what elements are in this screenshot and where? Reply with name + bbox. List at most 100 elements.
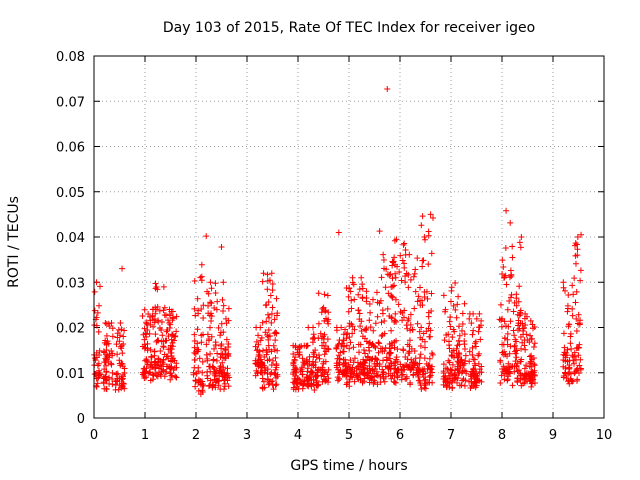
data-point	[91, 288, 98, 295]
data-point	[268, 310, 275, 317]
data-point	[372, 320, 379, 327]
data-point	[365, 354, 372, 361]
data-point	[268, 369, 275, 376]
data-point	[401, 366, 408, 373]
data-point	[313, 382, 320, 389]
data-point	[574, 252, 581, 259]
data-point	[160, 344, 167, 351]
data-point	[142, 344, 149, 351]
data-point	[562, 365, 569, 372]
data-point	[374, 313, 381, 320]
data-point	[191, 344, 198, 351]
data-point	[574, 377, 581, 384]
data-point	[265, 311, 272, 318]
data-point	[428, 350, 435, 357]
data-point	[346, 285, 353, 292]
data-point	[404, 356, 411, 363]
data-point	[100, 348, 107, 355]
data-point	[425, 232, 432, 239]
data-point	[374, 299, 381, 306]
data-point	[218, 320, 225, 327]
data-point	[401, 264, 408, 271]
data-point	[143, 320, 150, 327]
data-point	[497, 379, 504, 386]
data-point	[417, 343, 424, 350]
data-point	[472, 384, 479, 391]
data-point	[266, 333, 273, 340]
data-point	[356, 363, 363, 370]
data-point	[381, 330, 388, 337]
data-point	[304, 342, 311, 349]
data-point	[271, 370, 278, 377]
data-point	[191, 356, 198, 363]
data-point	[566, 365, 573, 372]
data-point	[269, 280, 276, 287]
data-point	[380, 251, 387, 258]
data-point	[461, 338, 468, 345]
data-point	[217, 332, 224, 339]
data-point	[499, 315, 506, 322]
data-point	[573, 315, 580, 322]
data-point	[194, 348, 201, 355]
data-point	[272, 329, 279, 336]
data-point	[523, 362, 530, 369]
data-point	[419, 336, 426, 343]
data-point	[117, 319, 124, 326]
data-point	[348, 305, 355, 312]
data-point	[496, 316, 503, 323]
data-point	[361, 335, 368, 342]
data-point	[414, 320, 421, 327]
data-point	[190, 371, 197, 378]
data-point	[469, 382, 476, 389]
data-point	[475, 328, 482, 335]
data-point	[511, 348, 518, 355]
data-point	[350, 344, 357, 351]
data-point	[222, 347, 229, 354]
data-point	[380, 257, 387, 264]
data-point	[318, 335, 325, 342]
y-tick-label: 0.03	[56, 276, 85, 291]
data-point	[172, 373, 179, 380]
data-point	[411, 348, 418, 355]
data-point	[295, 385, 302, 392]
data-point	[271, 346, 278, 353]
data-point	[421, 344, 428, 351]
data-point	[163, 363, 170, 370]
data-point	[375, 339, 382, 346]
data-point	[212, 280, 219, 287]
data-point	[499, 365, 506, 372]
data-point	[119, 265, 126, 272]
data-point	[346, 365, 353, 372]
data-point	[573, 328, 580, 335]
data-point	[140, 365, 147, 372]
data-point	[311, 387, 318, 394]
data-point	[391, 282, 398, 289]
data-point	[306, 353, 313, 360]
data-point	[96, 302, 103, 309]
data-point	[198, 339, 205, 346]
data-point	[269, 287, 276, 294]
data-point	[511, 363, 518, 370]
data-point	[261, 364, 268, 371]
data-point	[513, 338, 520, 345]
data-point	[529, 375, 536, 382]
data-point	[454, 379, 461, 386]
data-point	[148, 354, 155, 361]
data-point	[527, 332, 534, 339]
data-point	[400, 347, 407, 354]
data-point	[195, 364, 202, 371]
data-point	[408, 359, 415, 366]
data-point	[367, 324, 374, 331]
data-point	[530, 344, 537, 351]
data-point	[152, 331, 159, 338]
data-point	[513, 354, 520, 361]
y-tick-label: 0.02	[56, 322, 85, 337]
data-point	[141, 325, 148, 332]
data-point	[321, 331, 328, 338]
data-point	[421, 355, 428, 362]
data-point	[108, 319, 115, 326]
data-point	[375, 349, 382, 356]
data-point	[259, 360, 266, 367]
data-point	[516, 283, 523, 290]
data-point	[513, 291, 520, 298]
